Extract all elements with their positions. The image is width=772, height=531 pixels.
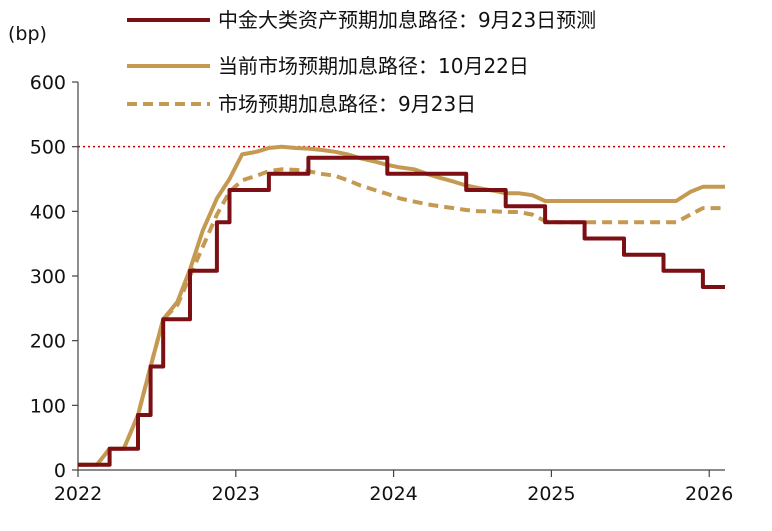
x-tick-label: 2026 bbox=[685, 483, 733, 505]
legend-label-1: 中金大类资产预期加息路径：9月23日预测 bbox=[218, 8, 596, 32]
x-tick-label: 2025 bbox=[527, 483, 575, 505]
series-line-1 bbox=[78, 155, 725, 467]
y-tick-label: 300 bbox=[30, 266, 66, 288]
y-tick-label: 100 bbox=[30, 395, 66, 417]
series-layer bbox=[78, 144, 725, 467]
x-tick-label: 2024 bbox=[369, 483, 417, 505]
y-tick-label: 500 bbox=[30, 137, 66, 159]
y-tick-label: 400 bbox=[30, 201, 66, 223]
legend-label-2: 当前市场预期加息路径：10月22日 bbox=[218, 54, 529, 78]
series-line-3 bbox=[78, 167, 725, 467]
y-tick-label: 600 bbox=[30, 72, 66, 94]
legend: 中金大类资产预期加息路径：9月23日预测当前市场预期加息路径：10月22日市场预… bbox=[127, 8, 596, 116]
legend-label-3: 市场预期加息路径：9月23日 bbox=[218, 92, 476, 116]
y-tick-label: 200 bbox=[30, 331, 66, 353]
x-tick-label: 2023 bbox=[212, 483, 260, 505]
y-tick-label: 0 bbox=[54, 460, 66, 482]
series-line-2 bbox=[78, 144, 725, 467]
y-axis-unit-label: (bp) bbox=[8, 23, 47, 45]
x-tick-label: 2022 bbox=[54, 483, 102, 505]
